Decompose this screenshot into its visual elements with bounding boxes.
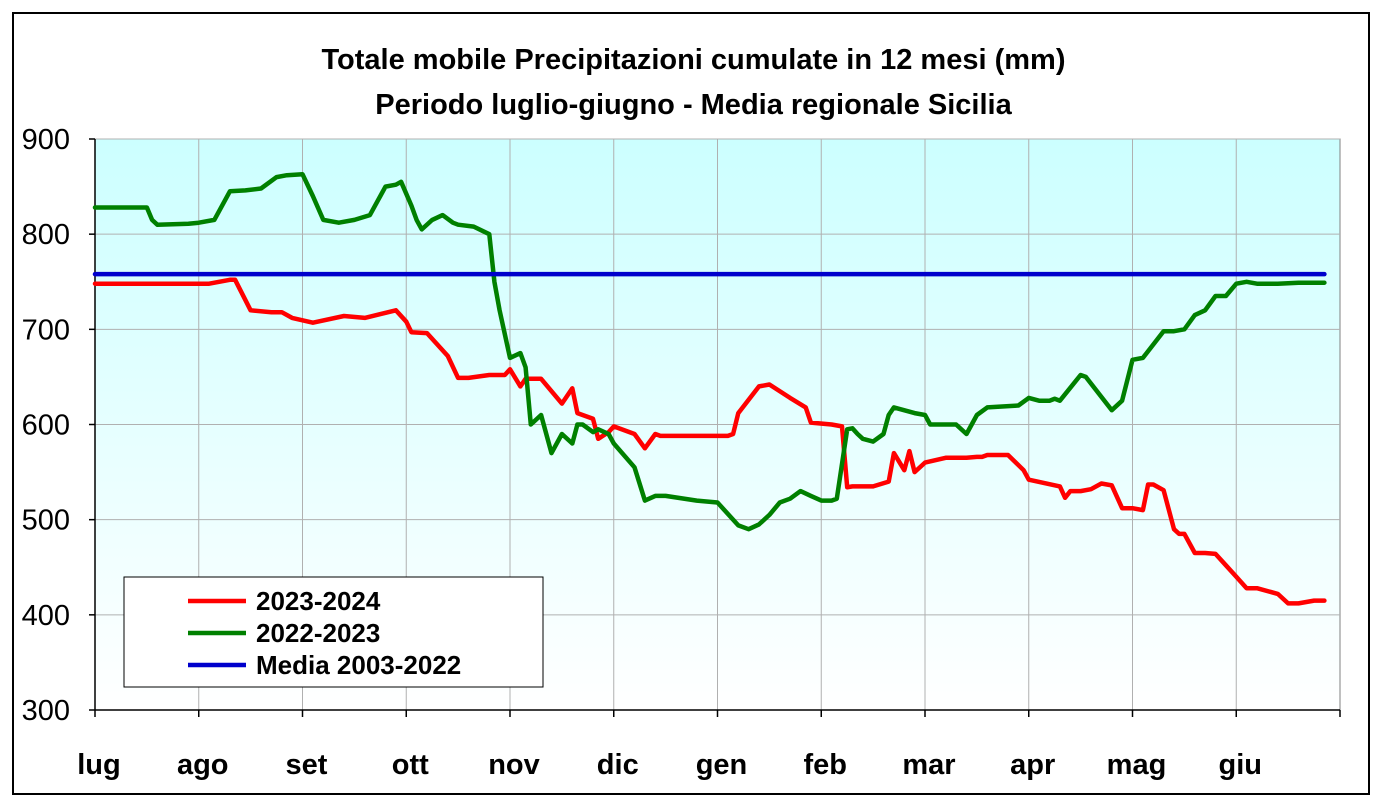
x-tick-label: ott [392, 749, 429, 781]
x-tick-label: ago [177, 749, 229, 781]
y-axis-ticks: 300 400 500 600 700 800 900 [22, 124, 95, 727]
legend-label-2022-2023: 2022-2023 [256, 618, 380, 648]
x-tick-label: nov [488, 749, 540, 781]
series-line-2022-2023 [92, 171, 1327, 532]
x-tick-label: mar [902, 749, 955, 781]
y-tick-label: 700 [22, 314, 70, 346]
legend-label-2023-2024: 2023-2024 [256, 586, 381, 616]
chart-title: Totale mobile Precipitazioni cumulate in… [321, 44, 1066, 76]
x-tick-label: set [286, 749, 328, 781]
x-tick-label: mag [1107, 749, 1167, 781]
chart-subtitle: Periodo luglio-giugno - Media regionale … [375, 89, 1012, 121]
x-tick-label: gen [696, 749, 748, 781]
x-tick-label: feb [804, 749, 848, 781]
series-line-2023-2024 [92, 277, 1327, 606]
x-tick-label: dic [597, 749, 639, 781]
y-tick-label: 300 [22, 695, 70, 727]
x-tick-label: lug [77, 749, 121, 781]
y-tick-label: 900 [22, 124, 70, 156]
legend-label-media-2003-2022: Media 2003-2022 [256, 650, 461, 680]
x-axis-ticks: lug ago set ott nov dic gen feb mar apr mag giu [77, 710, 1341, 781]
x-tick-label: apr [1010, 749, 1055, 781]
x-tick-label: giu [1219, 749, 1263, 781]
y-tick-label: 600 [22, 410, 70, 442]
y-tick-label: 400 [22, 600, 70, 632]
y-tick-label: 500 [22, 505, 70, 537]
y-tick-label: 800 [22, 219, 70, 251]
series-lines [92, 171, 1327, 606]
